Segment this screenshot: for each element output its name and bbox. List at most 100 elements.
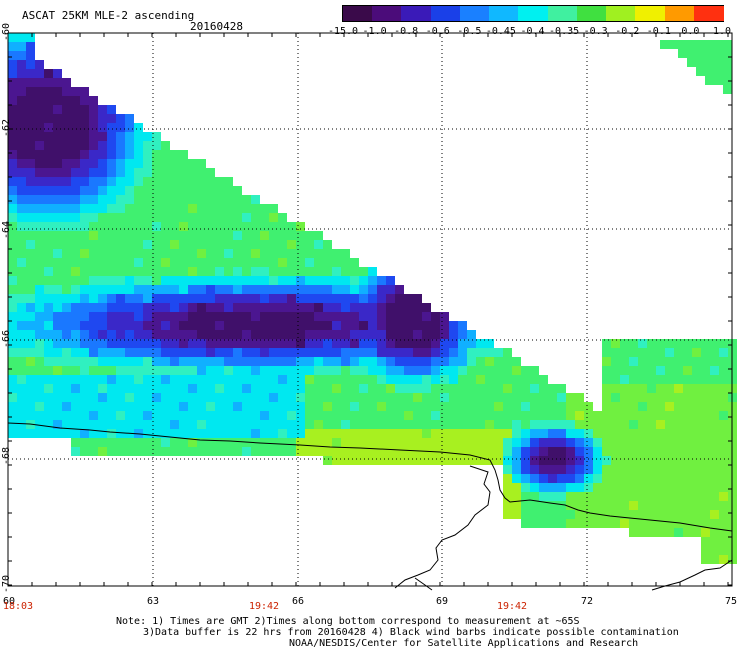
data-cell [62,87,71,96]
data-cell [233,393,242,402]
data-cell [314,429,323,438]
data-cell [188,213,197,222]
data-cell [170,303,179,312]
data-cell [521,519,530,528]
data-cell [53,186,62,195]
data-cell [305,276,314,285]
data-cell [53,87,62,96]
data-cell [386,357,395,366]
data-cell [710,438,719,447]
data-cell [350,348,359,357]
data-cell [152,177,161,186]
data-cell [332,366,341,375]
data-cell [620,357,629,366]
data-cell [188,339,197,348]
data-cell [161,267,170,276]
data-cell [431,321,440,330]
data-cell [197,240,206,249]
color-scale-label: -15.0 [327,26,359,37]
data-cell [116,240,125,249]
data-cell [161,339,170,348]
data-cell [458,330,467,339]
data-cell [44,384,53,393]
data-cell [701,420,710,429]
data-cell [224,303,233,312]
data-cell [152,195,161,204]
color-swatch [401,6,432,21]
data-cell [359,312,368,321]
data-cell [80,330,89,339]
data-cell [278,402,287,411]
data-cell [251,321,260,330]
data-cell [233,321,242,330]
data-cell [512,501,521,510]
data-cell [692,420,701,429]
data-cell [665,465,674,474]
data-cell [26,222,35,231]
data-cell [107,303,116,312]
data-cell [368,420,377,429]
data-cell [206,411,215,420]
data-cell [98,402,107,411]
data-cell [404,375,413,384]
data-cell [179,321,188,330]
data-cell [314,240,323,249]
data-cell [647,420,656,429]
data-cell [395,438,404,447]
data-cell [242,429,251,438]
data-cell [296,321,305,330]
data-cell [440,447,449,456]
data-cell [296,249,305,258]
data-cell [161,348,170,357]
data-cell [206,321,215,330]
data-cell [701,366,710,375]
data-cell [692,348,701,357]
data-cell [278,357,287,366]
data-cell [458,438,467,447]
data-cell [107,159,116,168]
data-cell [53,420,62,429]
data-cell [602,465,611,474]
data-cell [80,303,89,312]
data-cell [386,456,395,465]
data-cell [62,141,71,150]
data-cell [170,276,179,285]
data-cell [467,375,476,384]
data-cell [521,411,530,420]
data-cell [170,330,179,339]
data-cell [8,87,17,96]
data-cell [161,384,170,393]
data-cell [161,330,170,339]
data-cell [278,240,287,249]
data-cell [44,168,53,177]
data-cell [332,267,341,276]
data-cell [683,357,692,366]
data-cell [422,456,431,465]
data-cell [395,411,404,420]
data-cell [629,456,638,465]
data-cell [575,429,584,438]
data-cell [197,429,206,438]
data-cell [368,285,377,294]
data-cell [368,456,377,465]
data-cell [323,411,332,420]
data-cell [575,438,584,447]
data-cell [458,411,467,420]
data-cell [116,348,125,357]
data-cell [332,285,341,294]
data-cell [548,438,557,447]
data-cell [44,312,53,321]
data-cell [629,429,638,438]
data-cell [188,177,197,186]
data-cell [89,213,98,222]
data-cell [521,384,530,393]
data-cell [188,285,197,294]
data-cell [8,393,17,402]
data-cell [269,438,278,447]
data-cell [269,348,278,357]
data-cell [98,312,107,321]
data-cell [584,456,593,465]
data-cell [125,294,134,303]
data-cell [692,519,701,528]
data-cell [512,492,521,501]
